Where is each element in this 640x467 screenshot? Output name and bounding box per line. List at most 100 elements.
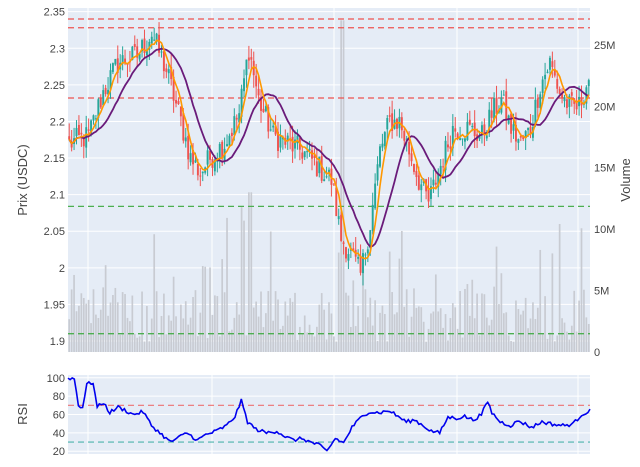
price-tick-label: 1.9: [50, 336, 65, 348]
candle-body: [252, 60, 255, 76]
volume-bar: [391, 292, 393, 352]
volume-bar: [451, 303, 454, 352]
volume-bar: [430, 313, 432, 352]
candle-body: [544, 74, 547, 80]
candle-body: [233, 116, 236, 136]
volume-bar: [289, 298, 292, 352]
candle-body: [187, 136, 190, 160]
candle-body: [534, 99, 537, 125]
volume-bar: [432, 311, 435, 352]
candle-body: [77, 124, 80, 136]
candle-body: [230, 132, 233, 136]
candle-body: [558, 88, 561, 94]
volume-bar: [119, 334, 122, 352]
candle-body: [444, 140, 447, 171]
candle-body: [446, 144, 449, 148]
candle-body: [162, 51, 165, 72]
volume-bar: [87, 299, 90, 352]
volume-bar: [478, 335, 481, 352]
candle-body: [490, 110, 493, 118]
candle-body: [131, 46, 134, 61]
candle-body: [396, 118, 398, 129]
volume-bar: [449, 318, 452, 352]
candle-body: [524, 131, 527, 138]
candle-body: [459, 138, 462, 140]
candle-body: [371, 204, 374, 231]
volume-bar: [158, 337, 160, 352]
candle-body: [519, 136, 522, 138]
price-tick-label: 2.3: [50, 43, 65, 55]
rsi-tick-label: 60: [53, 410, 65, 422]
volume-bar: [197, 336, 199, 352]
candle-body: [517, 139, 520, 143]
volume-bar: [563, 322, 566, 352]
volume-bar: [148, 341, 151, 352]
volume-bar: [398, 258, 401, 352]
candle-body: [403, 130, 406, 141]
volume-bar: [447, 340, 449, 352]
volume-bar: [551, 253, 554, 352]
volume-bar: [85, 303, 88, 352]
candle-body: [386, 118, 389, 130]
candle-body: [291, 136, 294, 152]
volume-bar: [286, 315, 289, 352]
volume-bar: [231, 329, 233, 352]
volume-bar: [386, 341, 389, 352]
volume-bar: [505, 312, 508, 352]
candle-body: [226, 144, 228, 147]
rsi-tick-label: 20: [53, 446, 65, 458]
volume-bar: [325, 339, 328, 352]
volume-bar: [408, 336, 410, 352]
volume-bar: [461, 337, 464, 352]
rsi-tick-label: 40: [53, 428, 65, 440]
candle-body: [260, 97, 262, 111]
candle-body: [196, 163, 199, 176]
volume-bar: [73, 274, 75, 352]
candle-body: [410, 153, 413, 162]
volume-bar: [422, 321, 425, 352]
volume-bar: [143, 341, 146, 352]
volume-bar: [483, 294, 486, 352]
volume-bar: [383, 313, 386, 352]
volume-bar: [308, 324, 311, 352]
volume-bar: [153, 234, 156, 352]
candle-body: [165, 68, 168, 72]
volume-bar: [68, 319, 71, 352]
volume-bar: [485, 317, 488, 352]
candle-body: [325, 176, 328, 178]
candle-body: [434, 182, 437, 185]
volume-bar: [240, 207, 243, 352]
candle-body: [561, 93, 564, 98]
candle-body: [480, 125, 483, 134]
candle-body: [150, 36, 153, 44]
candle-body: [413, 164, 415, 172]
volume-bar: [250, 192, 253, 352]
volume-bar: [104, 265, 107, 352]
candle-body: [262, 108, 265, 112]
candle-body: [478, 135, 481, 139]
candle-body: [335, 187, 338, 217]
candle-body: [136, 46, 139, 58]
candle-body: [551, 61, 554, 67]
volume-tick-label: 10M: [594, 224, 615, 236]
volume-bar: [192, 296, 194, 352]
volume-bar: [243, 220, 245, 352]
volume-bar: [277, 299, 279, 352]
volume-bar: [434, 274, 437, 352]
volume-bar: [396, 312, 398, 352]
candle-body: [177, 100, 180, 105]
volume-bar: [95, 314, 97, 352]
candle-body: [381, 143, 384, 148]
volume-bar: [381, 305, 384, 352]
volume-bar: [352, 280, 355, 352]
volume-bar: [549, 332, 551, 352]
volume-bar: [517, 309, 520, 352]
candle-body: [502, 94, 505, 96]
volume-bar: [493, 286, 495, 352]
candle-body: [420, 184, 423, 191]
candle-body: [160, 51, 163, 53]
volume-bar: [335, 341, 338, 352]
candle-body: [199, 175, 202, 177]
volume-bar: [347, 295, 350, 352]
volume-bar: [269, 231, 272, 352]
